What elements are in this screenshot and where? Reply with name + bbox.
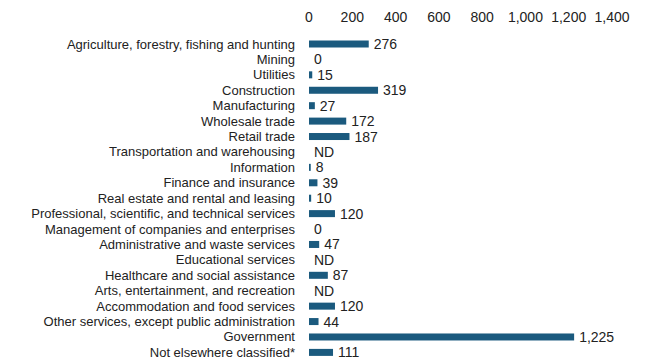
- category-label: Information: [230, 160, 295, 175]
- category-label: Mining: [257, 52, 295, 67]
- bar: [309, 118, 346, 125]
- tick-label: 1,200: [551, 9, 586, 25]
- data-label: 0: [314, 221, 322, 237]
- data-label: 111: [338, 344, 359, 360]
- data-label: ND: [314, 144, 334, 160]
- category-label: Government: [223, 329, 295, 344]
- data-label: 8: [316, 159, 324, 175]
- bar: [309, 102, 315, 109]
- data-label: 39: [322, 175, 338, 191]
- bar: [309, 195, 311, 202]
- data-label: ND: [314, 283, 334, 299]
- bar: [309, 226, 310, 233]
- tick-label: 1,400: [594, 9, 629, 25]
- category-label: Agriculture, forestry, fishing and hunti…: [67, 37, 295, 52]
- bar: [309, 349, 333, 356]
- data-label: 47: [324, 236, 340, 252]
- category-label: Finance and insurance: [163, 175, 295, 190]
- data-label: 172: [351, 113, 375, 129]
- tick-label: 400: [384, 9, 408, 25]
- bar: [309, 210, 335, 217]
- data-label: 0: [314, 51, 322, 67]
- category-label: Real estate and rental and leasing: [98, 191, 295, 206]
- tick-label: 600: [427, 9, 451, 25]
- data-label: 1,225: [579, 329, 614, 345]
- category-label: Utilities: [253, 67, 295, 82]
- category-label: Wholesale trade: [201, 114, 295, 129]
- category-label: Arts, entertainment, and recreation: [95, 283, 295, 298]
- tick-label: 0: [305, 9, 313, 25]
- x-axis: 0 200 400 600 800 1,000 1,200 1,400: [305, 9, 630, 26]
- category-label: Manufacturing: [213, 98, 295, 113]
- category-label: Accommodation and food services: [96, 299, 295, 314]
- data-label: 44: [324, 314, 340, 330]
- bar: [309, 241, 319, 248]
- tick-label: 200: [341, 9, 365, 25]
- category-label: Construction: [222, 83, 295, 98]
- bars: [309, 41, 574, 356]
- bar: [309, 41, 369, 48]
- tick-label: 800: [470, 9, 494, 25]
- category-label: Not elsewhere classified*: [150, 345, 295, 360]
- tick-label: 1,000: [508, 9, 543, 25]
- category-label: Retail trade: [229, 129, 295, 144]
- bar: [309, 71, 312, 78]
- data-label: ND: [314, 252, 334, 268]
- bar: [309, 179, 317, 186]
- category-label: Transportation and warehousing: [109, 144, 295, 159]
- chart: 02004006008001,0001,2001,400Agriculture,…: [0, 0, 650, 361]
- category-label: Professional, scientific, and technical …: [31, 206, 295, 221]
- data-label: 27: [320, 98, 336, 114]
- bar: [309, 272, 328, 279]
- category-label: Educational services: [176, 252, 296, 267]
- data-label: 276: [374, 36, 398, 52]
- bar: [309, 87, 378, 94]
- bar: [309, 164, 311, 171]
- category-label: Management of companies and enterprises: [45, 222, 296, 237]
- data-label: 120: [340, 206, 364, 222]
- data-label: 87: [333, 267, 349, 283]
- bar: [309, 133, 349, 140]
- data-label: 319: [383, 82, 407, 98]
- data-label: 15: [317, 67, 333, 83]
- bar: [309, 303, 335, 310]
- data-label: 120: [340, 298, 364, 314]
- bar: [309, 56, 310, 63]
- bar: [309, 333, 574, 340]
- category-label: Healthcare and social assistance: [105, 268, 295, 283]
- category-label: Other services, except public administra…: [44, 314, 295, 329]
- data-label: 187: [354, 129, 378, 145]
- y-axis: Agriculture, forestry, fishing and hunti…: [31, 37, 295, 360]
- data-labels: 27601531927172187ND83910120047ND87ND1204…: [314, 36, 614, 360]
- data-label: 10: [316, 190, 332, 206]
- bar: [309, 318, 319, 325]
- category-label: Administrative and waste services: [99, 237, 295, 252]
